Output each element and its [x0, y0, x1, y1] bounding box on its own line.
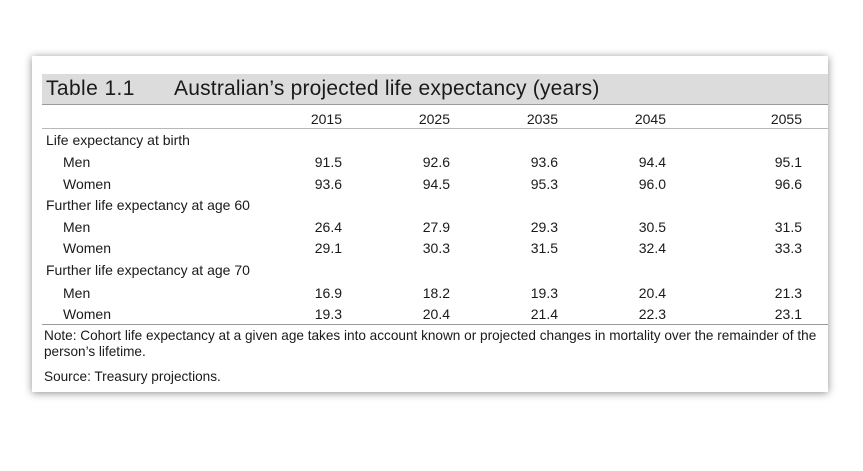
year-header: 2025: [418, 111, 450, 127]
row-label: Women: [63, 176, 111, 192]
table-note: Note: Cohort life expectancy at a given …: [44, 328, 817, 359]
table-cell: 96.6: [774, 176, 802, 192]
row-label: Men: [63, 154, 91, 170]
table-cell: 92.6: [422, 154, 450, 170]
table-source: Source: Treasury projections.: [44, 369, 221, 384]
table-cell: 93.6: [530, 154, 558, 170]
year-header: 2015: [310, 111, 342, 127]
section-heading: Further life expectancy at age 70: [46, 262, 250, 278]
table-cell: 21.3: [774, 285, 802, 301]
table-cell: 31.5: [774, 219, 802, 235]
row-label: Men: [63, 285, 91, 301]
table-cell: 95.1: [774, 154, 802, 170]
year-header: 2035: [526, 111, 558, 127]
table-cell: 93.6: [314, 176, 342, 192]
table-card: Table 1.1 Australian’s projected life ex…: [32, 56, 828, 392]
table-cell: 20.4: [638, 285, 666, 301]
row-label: Men: [63, 219, 91, 235]
year-header: 2055: [770, 111, 802, 127]
table-cell: 95.3: [530, 176, 558, 192]
table-cell: 30.5: [638, 219, 666, 235]
table-cell: 21.4: [530, 306, 558, 322]
table-cell: 31.5: [530, 240, 558, 256]
table-cell: 32.4: [638, 240, 666, 256]
row-label: Women: [63, 306, 111, 322]
footer-divider: [42, 324, 828, 325]
table-cell: 23.1: [774, 306, 802, 322]
table-cell: 94.5: [422, 176, 450, 192]
table-cell: 29.1: [314, 240, 342, 256]
table-title-bar: Table 1.1 Australian’s projected life ex…: [42, 74, 828, 105]
row-label: Women: [63, 240, 111, 256]
table-cell: 91.5: [314, 154, 342, 170]
table-cell: 26.4: [314, 219, 342, 235]
table-cell: 96.0: [638, 176, 666, 192]
table-cell: 22.3: [638, 306, 666, 322]
table-cell: 19.3: [314, 306, 342, 322]
table-title: Australian’s projected life expectancy (…: [174, 77, 600, 100]
table-cell: 18.2: [422, 285, 450, 301]
section-heading: Further life expectancy at age 60: [46, 197, 250, 213]
table-cell: 27.9: [422, 219, 450, 235]
table-cell: 29.3: [530, 219, 558, 235]
table-cell: 94.4: [638, 154, 666, 170]
table-cell: 33.3: [774, 240, 802, 256]
year-header: 2045: [634, 111, 666, 127]
table-cell: 20.4: [422, 306, 450, 322]
table-cell: 30.3: [422, 240, 450, 256]
section-heading: Life expectancy at birth: [46, 132, 190, 148]
table-cell: 19.3: [530, 285, 558, 301]
header-divider: [42, 128, 828, 129]
table-number: Table 1.1: [46, 77, 135, 100]
table-cell: 16.9: [314, 285, 342, 301]
